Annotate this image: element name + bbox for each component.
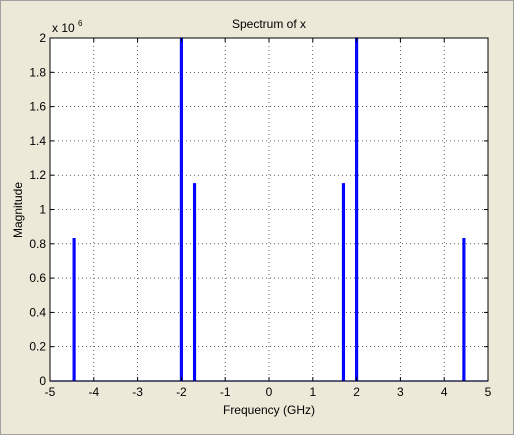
y-tick-label: 0.6 xyxy=(29,271,46,285)
plot-area xyxy=(50,38,488,381)
y-axis-label: Magnitude xyxy=(11,182,25,238)
x-tick-label: 5 xyxy=(485,385,492,399)
x-tick-label: 0 xyxy=(266,385,273,399)
x-tick-label: 1 xyxy=(309,385,316,399)
y-tick-label: 0.2 xyxy=(29,340,46,354)
x-tick-label: 3 xyxy=(397,385,404,399)
x-tick-label: 4 xyxy=(441,385,448,399)
y-tick-label: 1.2 xyxy=(29,168,46,182)
y-tick-label: 1.4 xyxy=(29,134,46,148)
y-tick-label: 0 xyxy=(39,374,46,388)
y-tick-label: 2 xyxy=(39,31,46,45)
y-tick-label: 1.6 xyxy=(29,100,46,114)
x-tick-label: -1 xyxy=(220,385,231,399)
x-axis-label: Frequency (GHz) xyxy=(223,403,315,417)
x-tick-label: 2 xyxy=(353,385,360,399)
y-tick-label: 1.8 xyxy=(29,65,46,79)
axis-ticks: -5 -4 -3 -2 -1 0 1 2 3 4 5 0 0.2 0.4 0.6 0.8 1 1.2 1.4 1.6 1… xyxy=(29,31,491,399)
x-tick-label: -4 xyxy=(88,385,99,399)
y-tick-label: 1 xyxy=(39,203,46,217)
x-tick-label: -3 xyxy=(132,385,143,399)
y-exponent-base: x 10 xyxy=(52,21,75,35)
y-exponent-power: 6 xyxy=(78,19,83,28)
y-exponent-label: x 10 6 xyxy=(52,19,83,35)
chart-title: Spectrum of x xyxy=(232,17,306,31)
x-tick-label: -5 xyxy=(45,385,56,399)
y-tick-label: 0.8 xyxy=(29,237,46,251)
x-tick-label: -2 xyxy=(176,385,187,399)
y-tick-label: 0.4 xyxy=(29,305,46,319)
